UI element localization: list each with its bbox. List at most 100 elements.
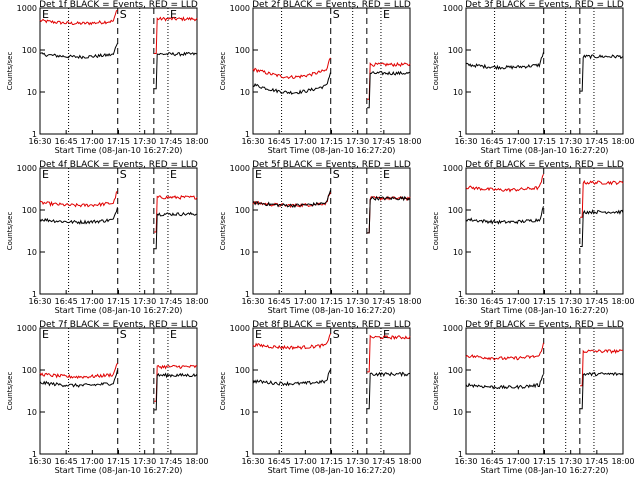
events-series-line [252,369,411,410]
lld-series-line [252,57,411,100]
x-axis-label: Start Time (08-Jan-10 16:27:20) [268,466,396,475]
x-tick-label: 17:30 [559,137,582,146]
y-tick-label: 100 [235,366,250,375]
x-tick-label: 17:30 [133,297,156,306]
panel-title: Det 6f BLACK = Events, RED = LLD [465,160,624,170]
x-tick-label: 17:15 [107,297,130,306]
panel-title: Det 5f BLACK = Events, RED = LLD [252,160,411,170]
panel-5: Det 5f BLACK = Events, RED = LLD 1 10 100 10… [219,160,422,315]
y-tick-label: 1000 [17,324,37,333]
x-tick-label: 16:30 [241,297,264,306]
marker-label-s: S [333,8,340,21]
y-axis-label: Counts/sec [219,372,227,411]
x-tick-label: 18:00 [398,137,421,146]
marker-label-s: S [333,168,340,181]
x-tick-label: 16:30 [28,137,51,146]
x-tick-label: 16:30 [241,457,264,466]
plot-frame [252,167,411,295]
x-tick-label: 16:45 [481,297,504,306]
x-tick-label: 16:30 [454,457,477,466]
x-tick-label: 17:15 [320,457,343,466]
x-axis-label: Start Time (08-Jan-10 16:27:20) [481,466,609,475]
x-axis-label: Start Time (08-Jan-10 16:27:20) [268,306,396,315]
marker-label-e: E [383,8,390,21]
x-tick-label: 17:30 [346,297,369,306]
y-tick-label: 10 [453,408,463,417]
x-tick-label: 16:45 [55,137,78,146]
x-tick-label: 16:45 [55,297,78,306]
y-tick-label: 10 [27,248,37,257]
x-tick-label: 17:45 [372,297,395,306]
y-tick-label: 1 [32,290,37,299]
x-tick-label: 16:45 [268,137,291,146]
events-series-line [39,207,198,250]
x-tick-label: 17:45 [159,457,182,466]
x-tick-label: 17:45 [159,297,182,306]
panel-6: Det 6f BLACK = Events, RED = LLD 1 10 100 10… [432,160,635,315]
lld-series-line [252,192,411,234]
events-series-line [252,70,411,109]
x-tick-label: 17:45 [585,137,608,146]
y-tick-label: 100 [22,366,37,375]
marker-label-s: S [120,168,127,181]
y-tick-label: 1 [32,450,37,459]
marker-label-e: E [42,328,49,341]
events-series-line [465,206,624,247]
marker-label-e: E [255,168,262,181]
panel-title: Det 9f BLACK = Events, RED = LLD [465,320,624,330]
events-series-line [465,371,624,410]
x-tick-label: 17:00 [294,297,317,306]
y-tick-label: 100 [22,46,37,55]
y-axis-label: Counts/sec [432,372,440,411]
lld-series-line [39,191,198,233]
panel-title: Det 8f BLACK = Events, RED = LLD [252,320,411,330]
marker-label-s: S [120,8,127,21]
marker-label-e: E [170,168,177,181]
panel-7: Det 7f BLACK = Events, RED = LLD 1 10 100 10… [6,320,209,475]
y-axis-label: Counts/sec [6,52,14,91]
x-tick-label: 17:15 [107,137,130,146]
x-tick-label: 18:00 [398,457,421,466]
marker-label-e: E [170,8,177,21]
x-tick-label: 17:30 [346,457,369,466]
y-tick-label: 10 [453,88,463,97]
x-tick-label: 17:15 [320,137,343,146]
y-tick-label: 100 [235,206,250,215]
plot-frame [39,167,198,295]
y-tick-label: 100 [22,206,37,215]
events-series-line [252,190,411,234]
x-tick-label: 17:30 [559,297,582,306]
y-tick-label: 10 [27,408,37,417]
y-tick-label: 1000 [230,164,250,173]
y-tick-label: 100 [448,366,463,375]
x-tick-label: 17:15 [533,297,556,306]
events-series-line [39,43,197,90]
y-axis-label: Counts/sec [432,52,440,91]
y-tick-label: 1 [245,130,250,139]
y-tick-label: 1 [245,290,250,299]
x-tick-label: 17:15 [107,457,130,466]
panel-2: Det 2f BLACK = Events, RED = LLD 1 10 100 10… [219,0,422,155]
marker-label-e: E [170,328,177,341]
y-tick-label: 100 [448,206,463,215]
y-tick-label: 10 [240,88,250,97]
plot-frame [465,167,624,295]
x-tick-label: 17:30 [559,457,582,466]
x-axis-label: Start Time (08-Jan-10 16:27:20) [55,146,183,155]
panel-title: Det 3f BLACK = Events, RED = LLD [465,0,624,10]
plot-frame [465,327,624,455]
lld-series-line [465,173,624,218]
y-axis-label: Counts/sec [432,212,440,251]
lld-series-line [39,362,198,402]
x-tick-label: 17:30 [346,137,369,146]
x-tick-label: 17:30 [133,457,156,466]
y-tick-label: 1 [245,450,250,459]
x-tick-label: 16:30 [28,457,51,466]
y-axis-label: Counts/sec [219,212,227,251]
lld-series-line [39,9,198,54]
plot-frame [39,327,198,455]
y-tick-label: 100 [448,46,463,55]
y-tick-label: 1000 [443,164,463,173]
y-tick-label: 1000 [17,4,37,13]
x-tick-label: 18:00 [185,297,208,306]
